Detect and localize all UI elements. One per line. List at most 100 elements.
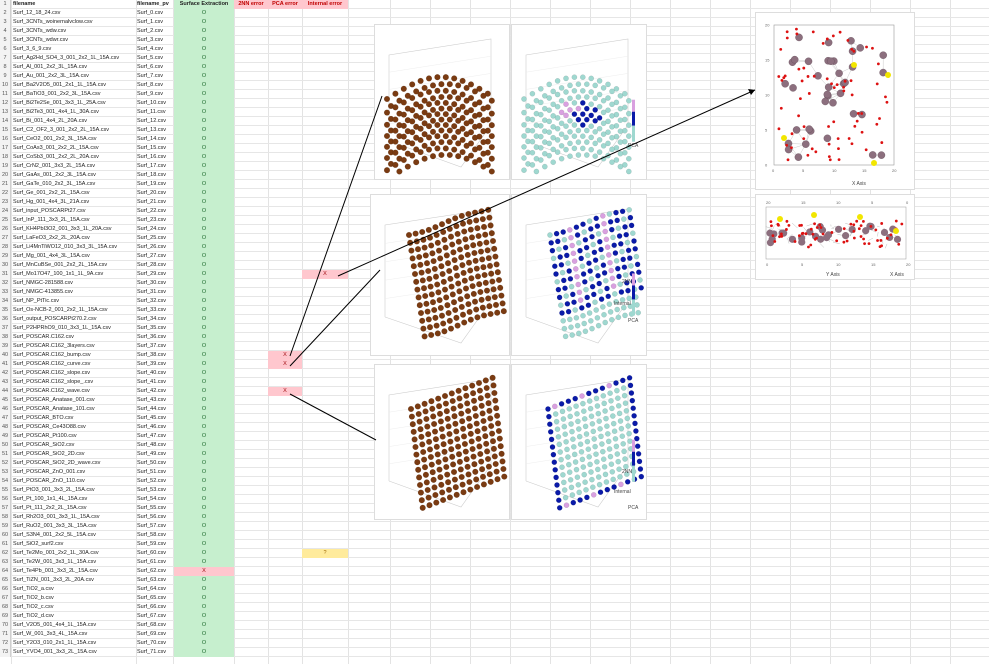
cell-filename[interactable]: Surf_POSCAR.C162_slope_.csv <box>13 379 94 385</box>
cell-filename-pv[interactable]: Surf_71.csv <box>137 649 167 655</box>
cell-filename[interactable]: Surf_POSCAR_BTO.csv <box>13 415 74 421</box>
cell-internal-error[interactable] <box>302 378 348 387</box>
cell-internal-error[interactable] <box>302 576 348 585</box>
cell-filename-pv[interactable]: Surf_13.csv <box>137 127 167 133</box>
row-number[interactable]: 13 <box>0 108 11 117</box>
cell-filename-pv[interactable]: Surf_7.csv <box>137 73 163 79</box>
cell-pca-error[interactable] <box>268 612 302 621</box>
row-number[interactable]: 60 <box>0 531 11 540</box>
cell-filename[interactable]: Surf_GaAs_001_2x2_3L_15A.csv <box>13 172 96 178</box>
cell-2nn-error[interactable] <box>234 108 268 117</box>
cell-filename-pv[interactable]: Surf_56.csv <box>137 514 167 520</box>
cell-internal-error[interactable] <box>302 198 348 207</box>
cell-2nn-error[interactable] <box>234 27 268 36</box>
cell-filename-pv[interactable]: Surf_40.csv <box>137 370 167 376</box>
cell-internal-error[interactable] <box>302 207 348 216</box>
cell-internal-error[interactable] <box>302 639 348 648</box>
cell-filename-pv[interactable]: Surf_20.csv <box>137 190 167 196</box>
cell-filename-pv[interactable]: Surf_68.csv <box>137 622 167 628</box>
cell-2nn-error[interactable] <box>234 9 268 18</box>
cell-surface-extraction[interactable]: O <box>174 270 234 279</box>
row-number[interactable]: 30 <box>0 261 11 270</box>
cell-filename[interactable]: Surf_3CNTs_woinernalvclow.csv <box>13 19 93 25</box>
cell-filename[interactable]: Surf_TiO2_c.csv <box>13 604 54 610</box>
cell-2nn-error[interactable] <box>234 99 268 108</box>
cell-filename-pv[interactable]: Surf_52.csv <box>137 478 167 484</box>
cell-surface-extraction[interactable]: O <box>174 108 234 117</box>
row-number[interactable]: 57 <box>0 504 11 513</box>
cell-internal-error[interactable] <box>302 540 348 549</box>
row-number[interactable]: 31 <box>0 270 11 279</box>
cell-internal-error[interactable] <box>302 162 348 171</box>
row-number[interactable]: 49 <box>0 432 11 441</box>
cell-filename[interactable]: Surf_POSCAR_Pt100.csv <box>13 433 77 439</box>
cell-surface-extraction[interactable]: O <box>174 549 234 558</box>
cell-filename-pv[interactable]: Surf_25.csv <box>137 235 167 241</box>
cell-filename[interactable]: Surf_Te2W_001_3x3_1L_15A.csv <box>13 559 97 565</box>
cell-filename[interactable]: Surf_Ag2Hd_SO4_3_001_2x2_1L_15A.csv <box>13 55 120 61</box>
cell-2nn-error[interactable] <box>234 621 268 630</box>
row-number[interactable]: 53 <box>0 468 11 477</box>
cell-filename[interactable]: Surf_Ba2V2O5_001_2x1_1L_15A.csv <box>13 82 106 88</box>
cell-internal-error[interactable] <box>302 279 348 288</box>
cell-filename[interactable]: Surf_V2O5_001_4x4_1L_15A.csv <box>13 622 97 628</box>
cell-2nn-error[interactable] <box>234 297 268 306</box>
cell-filename[interactable]: Surf_CoAs3_001_2x2_2L_15A.csv <box>13 145 99 151</box>
cell-surface-extraction[interactable]: O <box>174 279 234 288</box>
row-number[interactable]: 40 <box>0 351 11 360</box>
cell-internal-error[interactable] <box>302 288 348 297</box>
cell-internal-error[interactable] <box>302 396 348 405</box>
cell-surface-extraction[interactable]: O <box>174 72 234 81</box>
cell-filename[interactable]: Surf_Bi2Te3_001_4x4_1L_30A.csv <box>13 109 99 115</box>
cell-filename-pv[interactable]: Surf_14.csv <box>137 136 167 142</box>
cell-pca-error[interactable] <box>268 324 302 333</box>
cell-filename-pv[interactable]: Surf_8.csv <box>137 82 163 88</box>
row-number[interactable]: 52 <box>0 459 11 468</box>
cell-internal-error[interactable] <box>302 63 348 72</box>
header-surface-extraction[interactable]: Surface Extraction <box>174 0 234 9</box>
row-number[interactable]: 66 <box>0 585 11 594</box>
cell-pca-error[interactable] <box>268 639 302 648</box>
row-number[interactable]: 28 <box>0 243 11 252</box>
cell-2nn-error[interactable] <box>234 90 268 99</box>
row-number[interactable]: 41 <box>0 360 11 369</box>
cell-surface-extraction[interactable]: O <box>174 306 234 315</box>
cell-surface-extraction[interactable]: O <box>174 585 234 594</box>
cell-filename[interactable]: Surf_RuO2_001_3x3_3L_15A.csv <box>13 523 97 529</box>
cell-surface-extraction[interactable]: O <box>174 225 234 234</box>
cell-2nn-error[interactable] <box>234 63 268 72</box>
cell-internal-error[interactable] <box>302 333 348 342</box>
row-number[interactable]: 27 <box>0 234 11 243</box>
cell-pca-error[interactable] <box>268 369 302 378</box>
cell-internal-error[interactable] <box>302 432 348 441</box>
cell-filename-pv[interactable]: Surf_11.csv <box>137 109 166 115</box>
cell-filename[interactable]: Surf_POSCAR_SiO2.csv <box>13 442 75 448</box>
cell-internal-error[interactable] <box>302 414 348 423</box>
cell-pca-error[interactable] <box>268 297 302 306</box>
row-number[interactable]: 68 <box>0 603 11 612</box>
cell-filename-pv[interactable]: Surf_19.csv <box>137 181 167 187</box>
cell-filename-pv[interactable]: Surf_67.csv <box>137 613 167 619</box>
cell-pca-error[interactable] <box>268 234 302 243</box>
cell-pca-error[interactable] <box>268 135 302 144</box>
cell-filename[interactable]: Surf_NMGC-413855.csv <box>13 289 73 295</box>
cell-internal-error[interactable] <box>302 486 348 495</box>
cell-2nn-error[interactable] <box>234 288 268 297</box>
cell-filename-pv[interactable]: Surf_66.csv <box>137 604 167 610</box>
cell-2nn-error[interactable] <box>234 270 268 279</box>
cell-internal-error[interactable] <box>302 99 348 108</box>
cell-surface-extraction[interactable]: O <box>174 36 234 45</box>
cell-pca-error[interactable] <box>268 621 302 630</box>
cell-2nn-error[interactable] <box>234 351 268 360</box>
cell-pca-error[interactable] <box>268 198 302 207</box>
cell-pca-error[interactable] <box>268 126 302 135</box>
row-number[interactable]: 71 <box>0 630 11 639</box>
cell-surface-extraction[interactable]: O <box>174 126 234 135</box>
cell-2nn-error[interactable] <box>234 639 268 648</box>
row-number[interactable]: 26 <box>0 225 11 234</box>
cell-pca-error[interactable] <box>268 486 302 495</box>
cell-pca-error[interactable] <box>268 90 302 99</box>
cell-2nn-error[interactable] <box>234 513 268 522</box>
cell-internal-error[interactable] <box>302 234 348 243</box>
cell-2nn-error[interactable] <box>234 459 268 468</box>
